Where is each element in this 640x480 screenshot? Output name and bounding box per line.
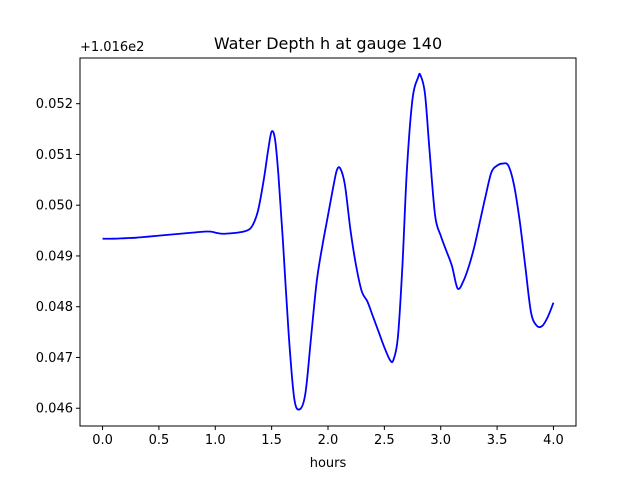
- x-tick-label: 3.5: [487, 433, 508, 448]
- chart-title: Water Depth h at gauge 140: [214, 34, 442, 53]
- x-axis-ticks: 0.0 0.5 1.0 1.5 2.0 2.5 3.0 3.5 4.0: [92, 426, 564, 448]
- y-tick-label: 0.048: [36, 300, 73, 315]
- x-tick-label: 1.0: [205, 433, 226, 448]
- y-axis-ticks: 0.046 0.047 0.048 0.049 0.050 0.051 0.052: [36, 97, 80, 417]
- x-tick-label: 0.5: [149, 433, 170, 448]
- x-tick-label: 1.5: [261, 433, 282, 448]
- y-tick-label: 0.050: [36, 199, 73, 214]
- x-tick-label: 2.5: [374, 433, 395, 448]
- y-offset-label: +1.016e2: [80, 40, 144, 55]
- x-tick-label: 0.0: [92, 433, 113, 448]
- x-tick-label: 4.0: [543, 433, 564, 448]
- y-tick-label: 0.052: [36, 97, 73, 112]
- series-line: [102, 72, 555, 411]
- y-tick-label: 0.046: [36, 402, 73, 417]
- y-tick-label: 0.047: [36, 351, 73, 366]
- x-tick-label: 3.0: [430, 433, 451, 448]
- plot-frame: [79, 57, 577, 427]
- y-tick-label: 0.051: [36, 148, 73, 163]
- x-tick-label: 2.0: [318, 433, 339, 448]
- y-tick-label: 0.049: [36, 249, 73, 264]
- x-axis-label: hours: [310, 456, 347, 471]
